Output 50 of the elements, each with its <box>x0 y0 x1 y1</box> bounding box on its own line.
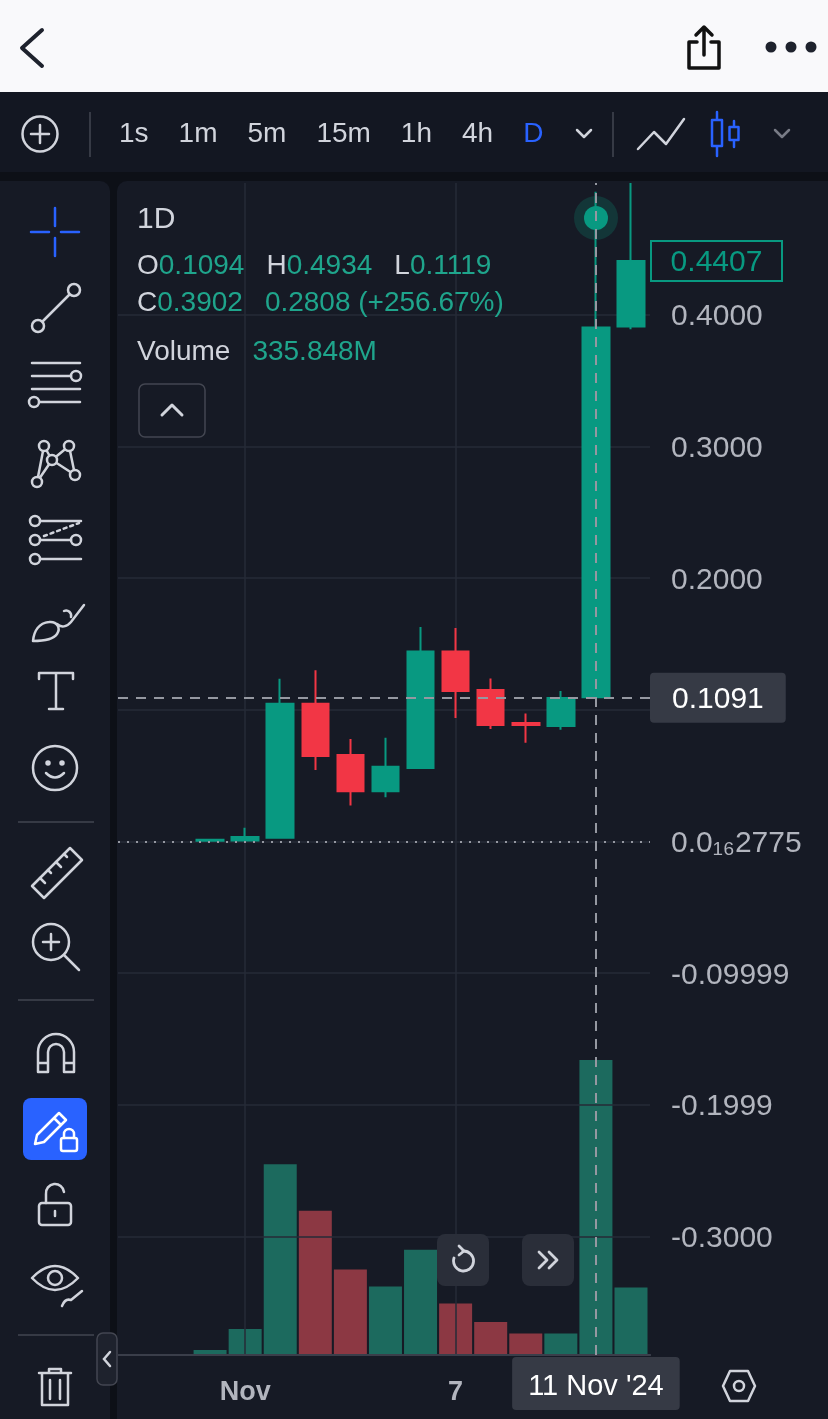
bar <box>474 1321 508 1355</box>
annotation: 0.2808 (+256.67%) <box>264 286 504 317</box>
y-tick-label: -0.1999 <box>671 1088 773 1122</box>
candlestick <box>301 669 330 772</box>
annotation: L0.1119 <box>394 249 492 280</box>
bar <box>579 1060 613 1355</box>
candlestick <box>230 826 260 842</box>
y-tick-label: 0.2000 <box>671 561 763 595</box>
text: 15m <box>316 116 371 150</box>
text: 1D <box>137 200 176 236</box>
bar <box>228 1329 262 1355</box>
candlestick <box>371 736 400 799</box>
y-tick-label: -0.09999 <box>671 956 790 990</box>
candlestick <box>616 183 646 331</box>
text: D <box>523 116 544 150</box>
text: 1m <box>178 116 218 150</box>
bar <box>368 1286 402 1355</box>
text: 1h <box>400 116 433 150</box>
annotation: 0.4407 <box>650 240 783 283</box>
candlestick <box>546 689 576 731</box>
candlestick <box>336 738 365 807</box>
y-tick-label: 0.0₁₆2775 <box>671 824 802 858</box>
annotation: Volume 335.848M <box>137 335 377 366</box>
candlestick <box>195 837 225 843</box>
bar <box>439 1303 473 1355</box>
bar <box>614 1287 648 1355</box>
x-tick-label: 7 <box>448 1375 464 1406</box>
annotation: C0.3902 <box>137 286 243 317</box>
candlestick <box>511 712 541 744</box>
candlestick <box>476 677 505 730</box>
annotation: H0.4934 <box>266 249 373 280</box>
text: 5m <box>247 116 287 150</box>
bar <box>509 1333 543 1355</box>
ref-line-label: 0.1091 <box>672 681 764 715</box>
y-tick-label: -0.3000 <box>671 1219 773 1253</box>
y-tick-label: 0.4000 <box>671 298 763 332</box>
ref-line-label: 11 Nov '24 <box>528 1368 664 1401</box>
text: 4h <box>462 116 494 150</box>
y-tick-label: 0.3000 <box>671 429 763 463</box>
bar <box>263 1164 297 1355</box>
x-tick-label: Nov <box>219 1375 271 1406</box>
bar <box>404 1249 438 1355</box>
text: 1s <box>119 116 149 150</box>
annotation: O0.1094 <box>137 249 245 280</box>
candlestick <box>406 626 435 770</box>
bar <box>333 1269 367 1355</box>
bar <box>544 1333 578 1355</box>
candlestick <box>441 627 470 720</box>
bar <box>298 1210 332 1355</box>
candlestick <box>265 677 295 840</box>
